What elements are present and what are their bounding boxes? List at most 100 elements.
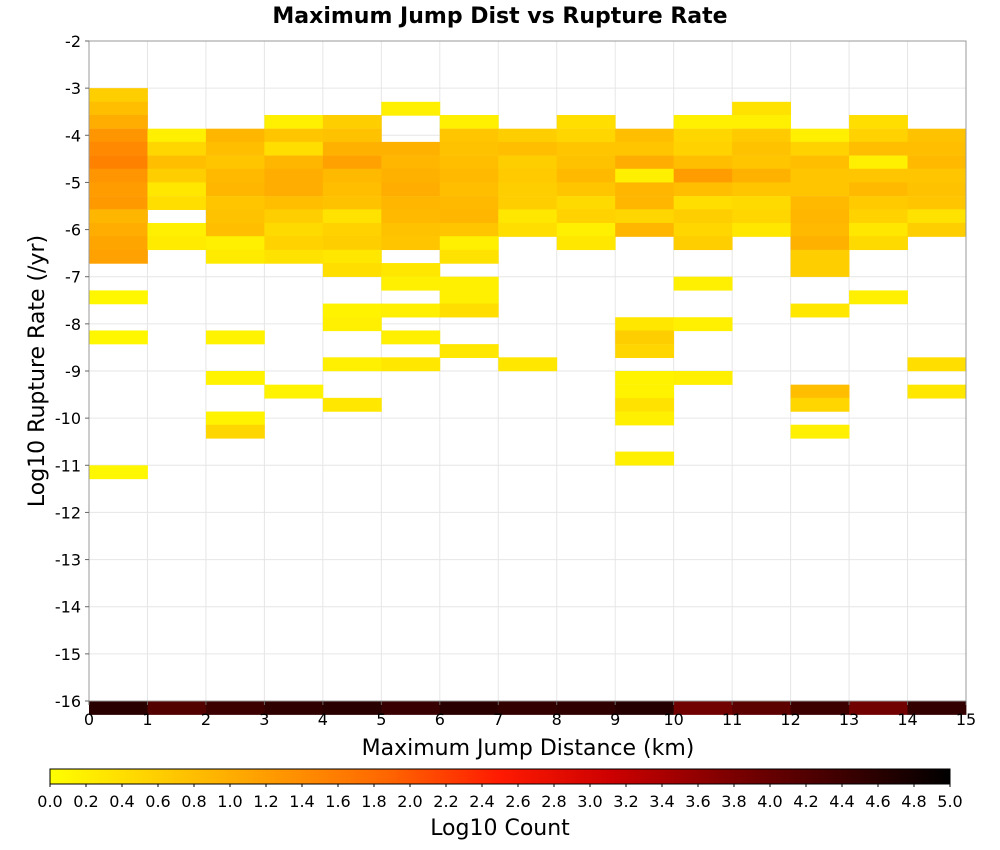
heatmap-cell	[615, 371, 675, 385]
heatmap-cell	[615, 384, 675, 399]
heatmap-cell	[381, 209, 441, 224]
heatmap-cell	[615, 168, 675, 183]
heatmap-cell	[498, 155, 558, 170]
heatmap-cell	[849, 155, 908, 170]
y-axis-ticks: -2 -3 -4 -5 -6 -7 -8 -9 -10 -11 -12 -13 -14 -15 -16	[55, 32, 89, 711]
heatmap-cell	[264, 209, 324, 224]
heatmap-cell	[381, 182, 441, 197]
heatmap-cell	[673, 236, 733, 251]
heatmap-cell	[89, 249, 148, 264]
chart-title: Maximum Jump Dist vs Rupture Rate	[272, 4, 727, 29]
heatmap-cell	[264, 128, 324, 143]
heatmap-cell	[615, 196, 675, 210]
heatmap-cell	[615, 155, 675, 170]
heatmap-cell	[673, 155, 733, 170]
heatmap-cell	[322, 115, 382, 129]
heatmap-cell	[673, 222, 733, 237]
heatmap-cell	[89, 115, 148, 129]
heatmap-cell	[322, 168, 382, 183]
heatmap-cell	[673, 168, 733, 183]
y-tick-label: -4	[65, 126, 81, 145]
heatmap-cell	[615, 209, 675, 224]
heatmap-cell	[439, 249, 499, 264]
heatmap-cell	[381, 155, 441, 170]
y-tick-label: -15	[55, 645, 81, 664]
heatmap-cell	[439, 155, 499, 170]
heatmap-cell	[89, 141, 148, 156]
heatmap-cell	[615, 451, 675, 466]
colorbar-tick-label: 4.4	[829, 792, 854, 811]
heatmap-cell	[615, 128, 675, 143]
heatmap-cell	[498, 128, 558, 143]
colorbar	[49, 768, 951, 785]
colorbar-ticks: 0.0 0.2 0.4 0.6 0.8 1.0 1.2 1.4 1.6 1.8 2.0 2.2 2.4 2…	[37, 784, 963, 811]
heatmap-cell	[89, 155, 148, 170]
heatmap-cell	[381, 701, 441, 715]
heatmap-cell	[732, 141, 791, 156]
colorbar-tick-label: 5.0	[937, 792, 962, 811]
y-tick-label: -11	[55, 456, 81, 475]
heatmap-cell	[673, 209, 733, 224]
y-tick-label: -9	[65, 362, 81, 381]
heatmap-cell	[732, 701, 791, 715]
heatmap-cell	[322, 155, 382, 170]
heatmap-cell	[556, 155, 616, 170]
heatmap-cell	[673, 182, 733, 197]
heatmap-cell	[205, 196, 265, 210]
heatmap-cell	[673, 371, 733, 385]
heatmap-cell	[732, 128, 791, 143]
heatmap-cell	[147, 236, 207, 251]
heatmap-cell	[205, 155, 265, 170]
heatmap-cell	[89, 701, 148, 715]
heatmap-cell	[790, 384, 850, 399]
heatmap-cell	[381, 357, 441, 372]
heatmap-cell	[381, 330, 441, 345]
heatmap-cell	[147, 701, 207, 715]
heatmap-cell	[147, 141, 207, 156]
heatmap-cell	[790, 303, 850, 318]
heatmap-cell	[264, 249, 324, 264]
heatmap-cell	[615, 222, 675, 237]
heatmap-cell	[89, 168, 148, 183]
heatmap-cell	[556, 168, 616, 183]
colorbar-tick-label: 0.6	[145, 792, 170, 811]
heatmap-cell	[615, 141, 675, 156]
x-tick-label: 0	[84, 710, 94, 729]
heatmap-cell	[322, 182, 382, 197]
heatmap-cell	[322, 357, 382, 372]
colorbar-tick-label: 2.8	[541, 792, 566, 811]
heatmap-cell	[322, 128, 382, 143]
heatmap-cell	[790, 424, 850, 439]
heatmap-cell	[205, 249, 265, 264]
x-tick-label: 4	[318, 710, 328, 729]
heatmap-cell	[264, 384, 324, 399]
heatmap-cell	[849, 128, 908, 143]
x-axis-ticks: 0 1 2 3 4 5 6 7 8 9 10 11 12 13 14 15	[84, 701, 976, 729]
heatmap-cell	[322, 317, 382, 332]
heatmap-cell	[147, 196, 207, 210]
heatmap-cell	[439, 168, 499, 183]
heatmap-cell	[89, 236, 148, 251]
heatmap-cell	[205, 701, 265, 715]
heatmap-cell	[673, 141, 733, 156]
heatmap-cell	[498, 222, 558, 237]
heatmap-cell	[89, 101, 148, 116]
heatmap-cell	[907, 196, 967, 210]
colorbar-tick-label: 1.2	[253, 792, 278, 811]
y-tick-label: -7	[65, 268, 81, 287]
heatmap-cell	[907, 222, 967, 237]
heatmap-cell	[907, 701, 967, 715]
heatmap-cell	[849, 141, 908, 156]
heatmap-cell	[849, 168, 908, 183]
colorbar-tick-label: 0.2	[73, 792, 98, 811]
heatmap-cell	[264, 701, 324, 715]
heatmap-cell	[849, 222, 908, 237]
y-axis-label: Log10 Rupture Rate (/yr)	[25, 235, 50, 507]
heatmap-cell	[322, 236, 382, 251]
heatmap-cell	[439, 128, 499, 143]
heatmap-cell	[322, 303, 382, 318]
heatmap-cell	[673, 276, 733, 291]
y-tick-label: -16	[55, 692, 81, 711]
heatmap-cell	[732, 115, 791, 129]
heatmap-cell	[732, 209, 791, 224]
